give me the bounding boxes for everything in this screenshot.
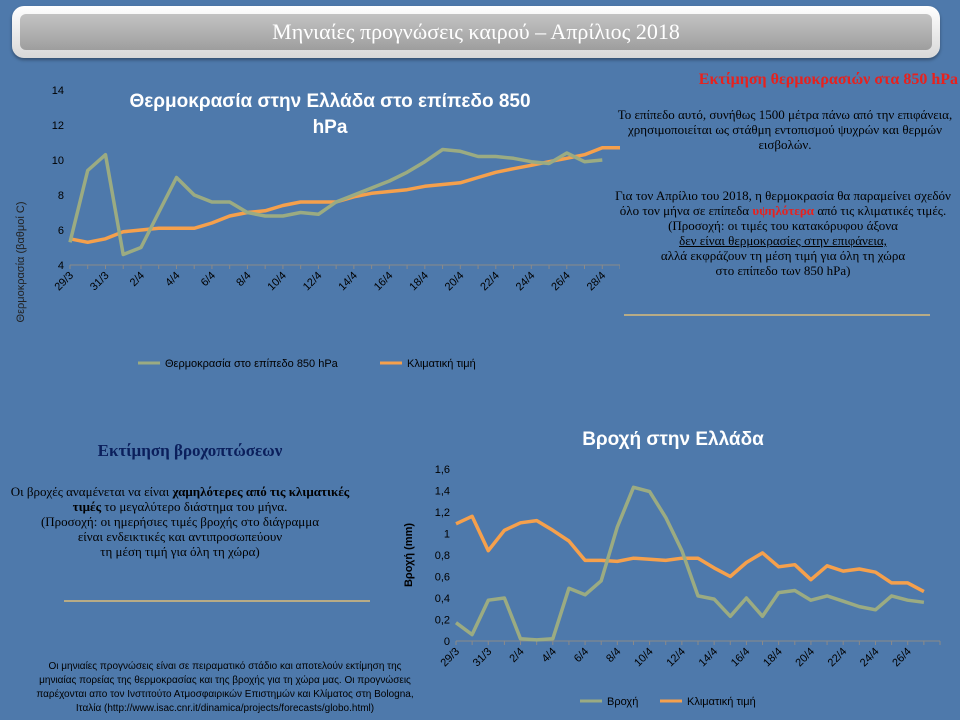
rain-para-pre: Οι βροχές αναμένεται να είναι xyxy=(10,484,170,499)
x-tick-label: 2/4 xyxy=(128,270,147,289)
temperature-chart: Θερμοκρασία στην Ελλάδα στο επίπεδο 850 … xyxy=(15,85,620,370)
rain-legend: Βροχή Κλιματική τιμή xyxy=(580,696,756,708)
x-tick-label: 18/4 xyxy=(407,270,431,294)
y-tick-label: 0,6 xyxy=(435,572,450,584)
series-line-climatology xyxy=(455,514,925,594)
rain-note-line2: είναι ενδεικτικές και αντιπροσωπεύουν xyxy=(77,529,283,544)
y-tick-label: 1,2 xyxy=(435,507,450,519)
x-tick-label: 4/4 xyxy=(163,270,182,289)
rain-divider xyxy=(64,600,370,602)
x-tick-label: 14/4 xyxy=(336,270,360,294)
y-tick-label: 10 xyxy=(52,155,64,167)
rain-para-emph: χαμηλότερες από τις κλιματικές τιμές xyxy=(72,484,350,514)
y-tick-label: 1,6 xyxy=(435,464,450,476)
temp-paragraph-2: Για τον Απρίλιο του 2018, η θερμοκρασία … xyxy=(608,188,958,278)
x-tick-label: 12/4 xyxy=(664,646,688,670)
x-tick-label: 22/4 xyxy=(478,270,502,294)
x-tick-label: 20/4 xyxy=(793,646,817,670)
x-tick-label: 6/4 xyxy=(572,646,591,665)
x-tick-label: 4/4 xyxy=(540,646,559,665)
x-tick-label: 29/3 xyxy=(52,270,76,294)
rain-legend-main-label: Βροχή xyxy=(607,696,638,708)
temp-para2-emph: υψηλότερα xyxy=(752,203,815,218)
x-tick-label: 8/4 xyxy=(234,270,253,289)
y-tick-label: 0,4 xyxy=(435,593,450,605)
y-tick-label: 4 xyxy=(58,260,64,272)
rain-chart: Βροχή στην Ελλάδα Βροχή (mm) 0 0,2 0,4 0,6 0… xyxy=(403,429,941,708)
y-tick-label: 8 xyxy=(58,190,64,202)
y-tick-label: 6 xyxy=(58,225,64,237)
temp-legend-main-label: Θερμοκρασία στο επίπεδο 850 hPa xyxy=(165,358,339,370)
temp-note-line4: στο επίπεδο των 850 hPa) xyxy=(715,263,851,278)
rain-y-axis-label: Βροχή (mm) xyxy=(403,523,415,587)
temp-y-axis-label: Θερμοκρασία (βαθμοί C) xyxy=(15,202,27,323)
rain-note-line1: (Προσοχή: οι ημερήσιες τιμές βροχής στο … xyxy=(40,514,320,529)
y-tick-label: 0,2 xyxy=(435,615,450,627)
footer-line-3: παρέχονται απο τον Ινστιτούτο Ατμοσφαιρι… xyxy=(36,689,414,700)
temp-para2-post: από τις κλιματικές τιμές. xyxy=(817,203,947,218)
x-tick-label: 16/4 xyxy=(729,646,753,670)
x-tick-label: 24/4 xyxy=(858,646,882,670)
temp-chart-title-line2: hPa xyxy=(313,117,348,138)
x-tick-label: 2/4 xyxy=(507,646,526,665)
x-tick-label: 28/4 xyxy=(585,270,609,294)
temp-note-line3: αλλά εκφράζουν τη μέση τιμή για όλη τη χ… xyxy=(660,248,906,263)
y-tick-label: 1,4 xyxy=(435,486,450,498)
series-line-main xyxy=(454,485,925,642)
page-title: Μηνιαίες προγνώσεις καιρού – Απρίλιος 20… xyxy=(20,14,932,50)
title-banner: Μηνιαίες προγνώσεις καιρού – Απρίλιος 20… xyxy=(12,6,940,58)
x-tick-label: 29/3 xyxy=(438,646,462,670)
rain-heading: Εκτίμηση βροχοπτώσεων xyxy=(97,441,283,460)
y-tick-label: 1 xyxy=(444,529,450,541)
temp-note-line1: (Προσοχή: οι τιμές του κατακόρυφου άξονα xyxy=(668,218,898,233)
x-tick-label: 22/4 xyxy=(826,646,850,670)
x-tick-label: 18/4 xyxy=(761,646,785,670)
x-tick-label: 16/4 xyxy=(372,270,396,294)
y-tick-label: 0,8 xyxy=(435,550,450,562)
x-tick-label: 31/3 xyxy=(471,646,495,670)
x-tick-label: 12/4 xyxy=(301,270,325,294)
x-tick-label: 6/4 xyxy=(199,270,218,289)
y-tick-label: 0 xyxy=(444,636,450,648)
rain-paragraph: Οι βροχές αναμένεται να είναι χαμηλότερε… xyxy=(4,484,356,559)
temp-chart-title-line1: Θερμοκρασία στην Ελλάδα στο επίπεδο 850 xyxy=(129,91,530,112)
temp-para2-pre: Για τον Απρίλιο του 2018, η θερμοκρασία … xyxy=(615,188,951,218)
x-tick-label: 8/4 xyxy=(604,646,623,665)
temp-heading: Εκτίμηση θερμοκρασιών στα 850 hPa xyxy=(698,71,958,88)
x-tick-label: 26/4 xyxy=(890,646,914,670)
rain-para-post: το μεγαλύτερο διάστημα του μήνα. xyxy=(104,499,288,514)
temp-divider xyxy=(624,314,930,316)
rain-note-line3: τη μέση τιμή για όλη τη χώρα) xyxy=(100,544,260,559)
x-tick-label: 10/4 xyxy=(265,270,289,294)
x-tick-label: 31/3 xyxy=(88,270,112,294)
rain-chart-title: Βροχή στην Ελλάδα xyxy=(582,429,764,450)
x-tick-label: 10/4 xyxy=(632,646,656,670)
temp-legend-clim-label: Κλιματική τιμή xyxy=(407,358,476,370)
x-tick-label: 26/4 xyxy=(549,270,573,294)
x-tick-label: 20/4 xyxy=(443,270,467,294)
temp-paragraph-1: Το επίπεδο αυτό, συνήθως 1500 μέτρα πάνω… xyxy=(617,107,953,152)
y-tick-label: 12 xyxy=(52,120,64,132)
x-tick-label: 14/4 xyxy=(697,646,721,670)
y-tick-label: 14 xyxy=(52,85,64,97)
temp-legend: Θερμοκρασία στο επίπεδο 850 hPa Κλιματικ… xyxy=(138,358,476,370)
footer-line-2: μηνιαίας πορείας της θερμοκρασίας και τη… xyxy=(39,675,411,686)
rain-legend-clim-label: Κλιματική τιμή xyxy=(687,696,756,708)
footer-line-4: Ιταλία (http://www.isac.cnr.it/dinamica/… xyxy=(75,703,375,714)
temp-note-line2: δεν είναι θερμοκρασίες στην επιφάνεια, xyxy=(679,233,887,248)
x-tick-label: 24/4 xyxy=(514,270,538,294)
footer-line-1: Οι μηνιαίες προγνώσεις είναι σε πειραματ… xyxy=(48,661,402,672)
footer-note: Οι μηνιαίες προγνώσεις είναι σε πειραματ… xyxy=(0,660,450,716)
series-line-main xyxy=(68,147,603,257)
